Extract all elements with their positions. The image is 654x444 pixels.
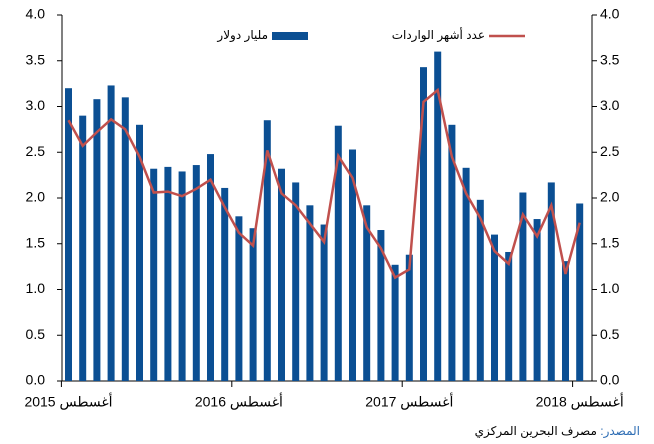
bar [65,88,72,381]
source-label: المصدر: [600,424,640,439]
bar [136,124,143,382]
bar [107,85,115,381]
bar [79,115,87,382]
line [67,87,581,280]
bar [391,264,399,381]
bar [121,97,129,381]
y2-tick-label: 2.5 [600,143,620,159]
bar [562,261,569,381]
bar [221,187,229,381]
bar [150,168,158,381]
bar [249,228,257,381]
x-tick-label: أغسطس 2017 [365,393,453,411]
y-tick-label: 4.0 [26,6,46,22]
bar [576,203,584,381]
bar [178,171,186,381]
y2-tick-label: 0.0 [600,372,620,388]
bar [192,165,200,381]
y2-tick-label: 0.5 [600,326,620,342]
x-tick-label: أغسطس 2018 [536,393,624,411]
x-tick-label: أغسطس 2016 [195,393,283,411]
bar [505,251,513,381]
y-tick-label: 2.5 [26,143,46,159]
bar [377,230,385,381]
bar [491,234,498,381]
y-tick-label: 1.0 [26,280,46,296]
bar [164,166,172,381]
bar [334,125,342,381]
bar [349,149,356,381]
bar [93,99,101,382]
source-text: مصرف البحرين المركزي [475,424,597,439]
y-tick-label: 0.5 [26,326,46,342]
bar [207,154,214,381]
bar [363,205,371,381]
x-tick-label: أغسطس 2015 [24,393,112,411]
source: المصدر: مصرف البحرين المركزي [475,424,640,439]
bar [306,205,314,381]
legend-swatch [272,32,308,40]
bar [292,182,300,381]
bar [448,124,456,382]
y-tick-label: 1.5 [26,234,46,250]
y2-tick-label: 3.5 [600,51,620,67]
bar [462,167,470,381]
y2-tick-label: 3.0 [600,97,620,113]
bar [519,192,527,381]
y2-tick-label: 1.5 [600,234,620,250]
y2-tick-label: 1.0 [600,280,620,296]
legend-label: عدد أشهر الواردات [392,27,485,43]
y2-tick-label: 4.0 [600,6,620,22]
y-tick-label: 3.0 [26,97,46,113]
bar [434,51,442,381]
bar [533,219,541,381]
bar [405,254,413,381]
bar [263,120,271,381]
bar [476,199,484,381]
bar [235,216,243,381]
y2-tick-label: 2.0 [600,189,620,205]
bar [547,182,555,381]
bar [320,224,328,381]
y-tick-label: 3.5 [26,51,46,67]
bar [278,168,285,381]
legend-label: مليار دولار [216,28,268,43]
y-tick-label: 0.0 [26,372,46,388]
bar [420,67,427,381]
y-tick-label: 2.0 [26,189,46,205]
